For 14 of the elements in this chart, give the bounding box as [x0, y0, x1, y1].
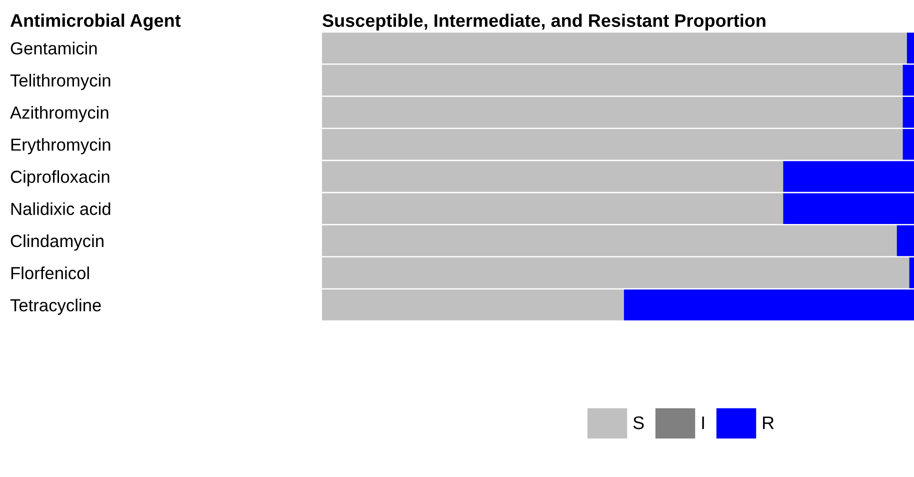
legend-label: S: [633, 416, 644, 430]
y-tick-label: Tetracycline: [10, 298, 101, 315]
y-tick-label: Florfenicol: [11, 266, 89, 280]
y-tick-label: Gentamicin: [10, 42, 97, 55]
y-tick-label: Nalidixic acid: [11, 202, 110, 216]
text: Antimicrobial Agent: [10, 14, 181, 31]
y-tick-label: Telithromycin: [10, 74, 110, 90]
y-tick-label: Erythromycin: [11, 138, 110, 154]
y-tick-label: Azithromycin: [10, 106, 108, 122]
legend-label: R: [763, 416, 774, 430]
y-tick-label: Ciprofloxacin: [10, 170, 110, 186]
chart-title: Susceptible, Intermediate, and Resistant Proportion: [322, 14, 766, 31]
y-tick-label: Clindamycin: [10, 234, 104, 251]
legend-label: I: [702, 416, 704, 430]
